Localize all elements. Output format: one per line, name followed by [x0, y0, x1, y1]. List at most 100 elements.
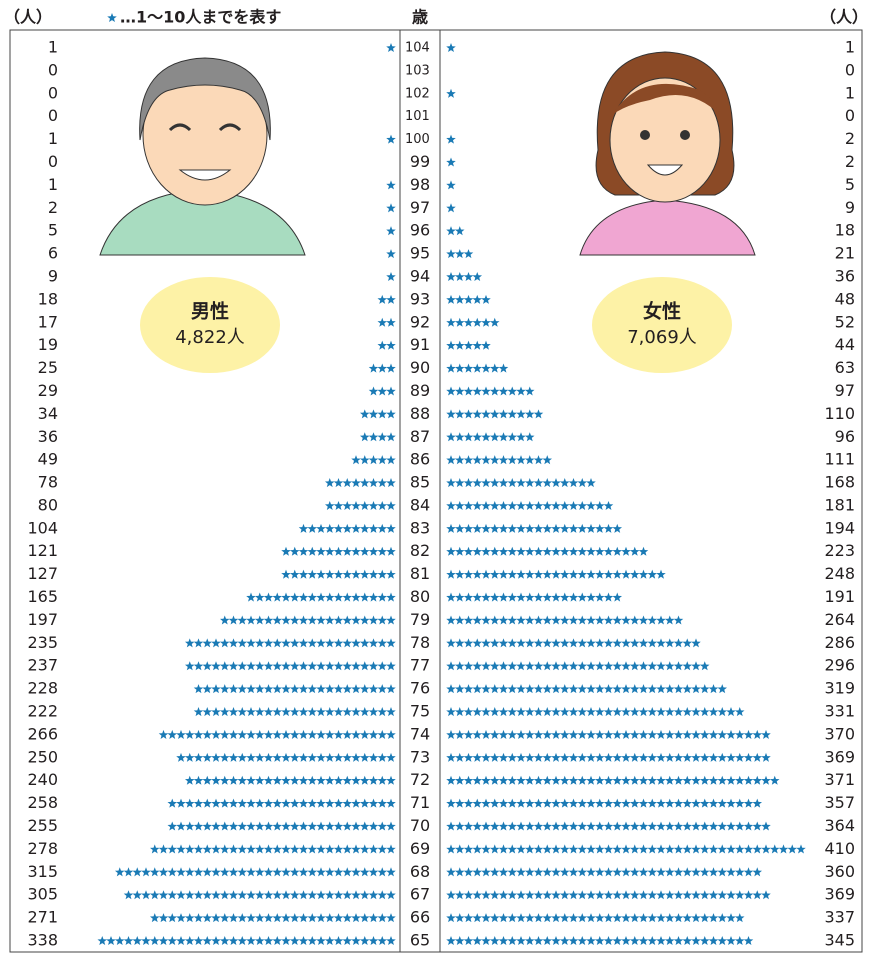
star	[369, 478, 379, 487]
value-label: 258	[27, 793, 58, 812]
star	[377, 295, 387, 304]
star	[595, 570, 605, 579]
star	[639, 753, 649, 762]
star	[299, 570, 309, 579]
star	[264, 638, 274, 647]
star	[360, 455, 370, 464]
star	[647, 615, 657, 624]
star	[351, 753, 361, 762]
star	[656, 615, 666, 624]
star	[185, 753, 195, 762]
star	[150, 936, 160, 945]
star-row	[446, 89, 456, 98]
star	[351, 822, 361, 831]
star	[237, 890, 247, 899]
star	[446, 409, 456, 418]
star	[307, 524, 317, 533]
star	[577, 524, 587, 533]
star	[534, 684, 544, 693]
star	[316, 822, 326, 831]
star	[595, 547, 605, 556]
star	[551, 776, 561, 785]
star	[229, 822, 239, 831]
star	[490, 753, 500, 762]
star	[700, 822, 710, 831]
age-label: 71	[410, 793, 430, 812]
star	[299, 638, 309, 647]
star	[516, 913, 526, 922]
star	[507, 799, 517, 808]
star	[472, 799, 482, 808]
star	[700, 890, 710, 899]
star-row	[115, 867, 396, 876]
star	[560, 753, 570, 762]
star	[700, 936, 710, 945]
star	[446, 318, 456, 327]
star	[246, 661, 256, 670]
star	[726, 776, 736, 785]
star	[386, 936, 396, 945]
star	[377, 386, 387, 395]
star-row	[446, 203, 456, 212]
star	[334, 936, 344, 945]
star	[560, 478, 570, 487]
value-label: 96	[835, 427, 855, 446]
star	[499, 501, 509, 510]
star	[507, 753, 517, 762]
star	[377, 707, 387, 716]
star	[691, 753, 701, 762]
star	[682, 844, 692, 853]
star	[612, 799, 622, 808]
star	[167, 913, 177, 922]
star	[246, 936, 256, 945]
star	[351, 615, 361, 624]
star	[264, 707, 274, 716]
star	[717, 730, 727, 739]
star	[202, 730, 212, 739]
star	[351, 547, 361, 556]
star	[647, 753, 657, 762]
star	[560, 799, 570, 808]
value-label: 36	[38, 427, 58, 446]
star	[246, 753, 256, 762]
star	[490, 570, 500, 579]
star	[369, 501, 379, 510]
star	[386, 409, 396, 418]
star	[516, 661, 526, 670]
star	[360, 524, 370, 533]
star	[621, 867, 631, 876]
star	[290, 799, 300, 808]
star	[639, 844, 649, 853]
star	[630, 776, 640, 785]
star	[360, 547, 370, 556]
star	[700, 684, 710, 693]
star	[369, 890, 379, 899]
star	[377, 890, 387, 899]
star	[360, 638, 370, 647]
value-label: 6	[48, 244, 58, 263]
value-label: 369	[824, 885, 855, 904]
star-row	[446, 615, 683, 624]
star	[185, 638, 195, 647]
star	[446, 799, 456, 808]
star	[446, 661, 456, 670]
series-name: 男性	[191, 300, 229, 323]
star	[360, 730, 370, 739]
star	[551, 570, 561, 579]
star	[604, 890, 614, 899]
star	[577, 867, 587, 876]
star	[656, 867, 666, 876]
star-row	[185, 661, 396, 670]
star	[342, 501, 352, 510]
star	[717, 684, 727, 693]
star	[490, 776, 500, 785]
value-label: 360	[824, 862, 855, 881]
value-label: 264	[824, 610, 855, 629]
star	[455, 684, 465, 693]
star	[316, 867, 326, 876]
star	[499, 524, 509, 533]
star	[194, 684, 204, 693]
star	[577, 913, 587, 922]
star	[691, 707, 701, 716]
star	[595, 593, 605, 602]
